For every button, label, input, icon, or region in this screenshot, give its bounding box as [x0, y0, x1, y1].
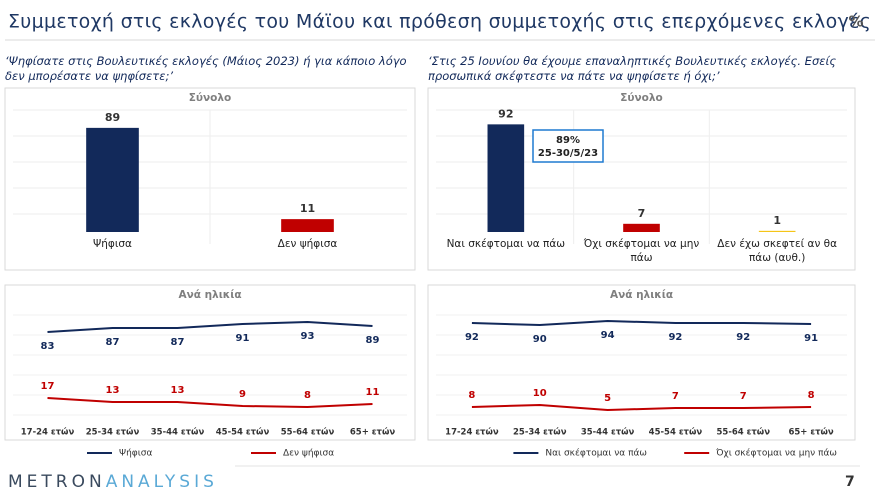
data-label: 8 [304, 390, 311, 401]
bar [758, 230, 796, 232]
legend-label: Όχι σκέφτομαι να μην πάω [715, 448, 837, 459]
x-tick-label: 55-64 ετών [281, 427, 335, 438]
data-label: 92 [498, 107, 513, 120]
category-label-box: Δεν έχω σκεφτεί αν θα πάω (αυθ.) [717, 238, 838, 264]
category-label-box: Ναι σκέφτομαι να πάω [446, 238, 566, 250]
category-label: Δεν ψήφισα [277, 238, 338, 250]
legend-label: Ψήφισα [119, 449, 152, 459]
logo-left: METRON [8, 472, 106, 491]
data-label: 92 [465, 332, 479, 343]
data-label: 9 [239, 389, 246, 400]
x-tick-label: 65+ ετών [350, 427, 395, 438]
data-label: 17 [41, 381, 55, 392]
category-label: Ψήφισα [93, 238, 132, 250]
data-label: 91 [804, 333, 818, 344]
data-label: 87 [106, 337, 120, 348]
panel-title: Σύνολο [189, 92, 232, 104]
panel-title: Σύνολο [620, 92, 663, 104]
category-label-box: Δεν ψήφισα [277, 238, 338, 250]
data-label: 5 [604, 393, 611, 404]
category-label-box: Όχι σκέφτομαι να μην πάω [583, 238, 700, 264]
x-tick-label: 35-44 ετών [151, 427, 205, 438]
data-label: 89 [366, 335, 380, 346]
slide-title: Συμμετοχή στις εκλογές του Μάϊου και πρό… [8, 11, 871, 33]
x-tick-label: 35-44 ετών [581, 427, 635, 438]
data-label: 90 [533, 334, 547, 345]
x-tick-label: 55-64 ετών [717, 427, 771, 438]
category-label: Όχι σκέφτομαι να μην πάω [583, 238, 700, 264]
annotation-date: 25-30/5/23 [538, 148, 598, 159]
panel-title: Ανά ηλικία [610, 289, 673, 301]
data-label: 91 [236, 333, 250, 344]
logo-right: ANALYSIS [106, 472, 218, 491]
data-label: 7 [672, 391, 679, 402]
page-number: 7 [845, 474, 855, 490]
bar [623, 223, 660, 232]
question-box: ‘Ψηφίσατε στις Βουλευτικές εκλογές (Μάιο… [5, 54, 407, 83]
legend-label: Δεν ψήφισα [283, 449, 334, 459]
data-label: 87 [171, 337, 185, 348]
panel-title: Ανά ηλικία [178, 289, 241, 301]
x-tick-label: 45-54 ετών [216, 427, 270, 438]
panel [4, 284, 416, 441]
data-label: 10 [533, 388, 547, 399]
annotation-value: 89% [556, 135, 580, 146]
bar [86, 127, 139, 232]
x-tick-label: 17-24 ετών [21, 427, 75, 438]
line [47, 320, 373, 333]
line [471, 319, 812, 327]
logo: METRONANALYSIS [8, 472, 218, 491]
data-label: 83 [41, 341, 55, 352]
bar [487, 124, 525, 232]
annotation-box [532, 129, 604, 163]
data-label: 11 [366, 387, 380, 398]
bar [281, 219, 334, 232]
x-tick-label: 25-34 ετών [513, 427, 567, 438]
data-label: 94 [601, 330, 615, 341]
panel [427, 284, 856, 441]
data-label: 11 [300, 202, 315, 215]
category-label: Δεν έχω σκεφτεί αν θα πάω (αυθ.) [717, 238, 838, 264]
data-label: 92 [736, 332, 750, 343]
x-tick-label: 65+ ετών [788, 427, 833, 438]
data-label: 93 [301, 331, 315, 342]
x-tick-label: 17-24 ετών [445, 427, 499, 438]
x-tick-label: 25-34 ετών [86, 427, 140, 438]
data-label: 89 [105, 111, 120, 124]
line [471, 403, 812, 412]
line [47, 397, 373, 409]
data-label: 13 [171, 385, 185, 396]
question: ‘Στις 25 Ιουνίου θα έχουμε επαναληπτικές… [428, 54, 837, 83]
x-tick-label: 45-54 ετών [649, 427, 703, 438]
data-label: 7 [740, 391, 747, 402]
data-label: 7 [638, 207, 646, 220]
data-label: 13 [106, 385, 120, 396]
question: ‘Ψηφίσατε στις Βουλευτικές εκλογές (Μάιο… [5, 54, 407, 83]
question-box: ‘Στις 25 Ιουνίου θα έχουμε επαναληπτικές… [428, 54, 837, 83]
unit-label: % [848, 13, 863, 31]
data-label: 8 [468, 390, 475, 401]
legend-label: Ναι σκέφτομαι να πάω [545, 448, 647, 459]
category-label: Ναι σκέφτομαι να πάω [446, 238, 566, 250]
category-label-box: Ψήφισα [93, 238, 132, 250]
data-label: 1 [773, 214, 781, 227]
data-label: 8 [808, 390, 815, 401]
data-label: 92 [668, 332, 682, 343]
